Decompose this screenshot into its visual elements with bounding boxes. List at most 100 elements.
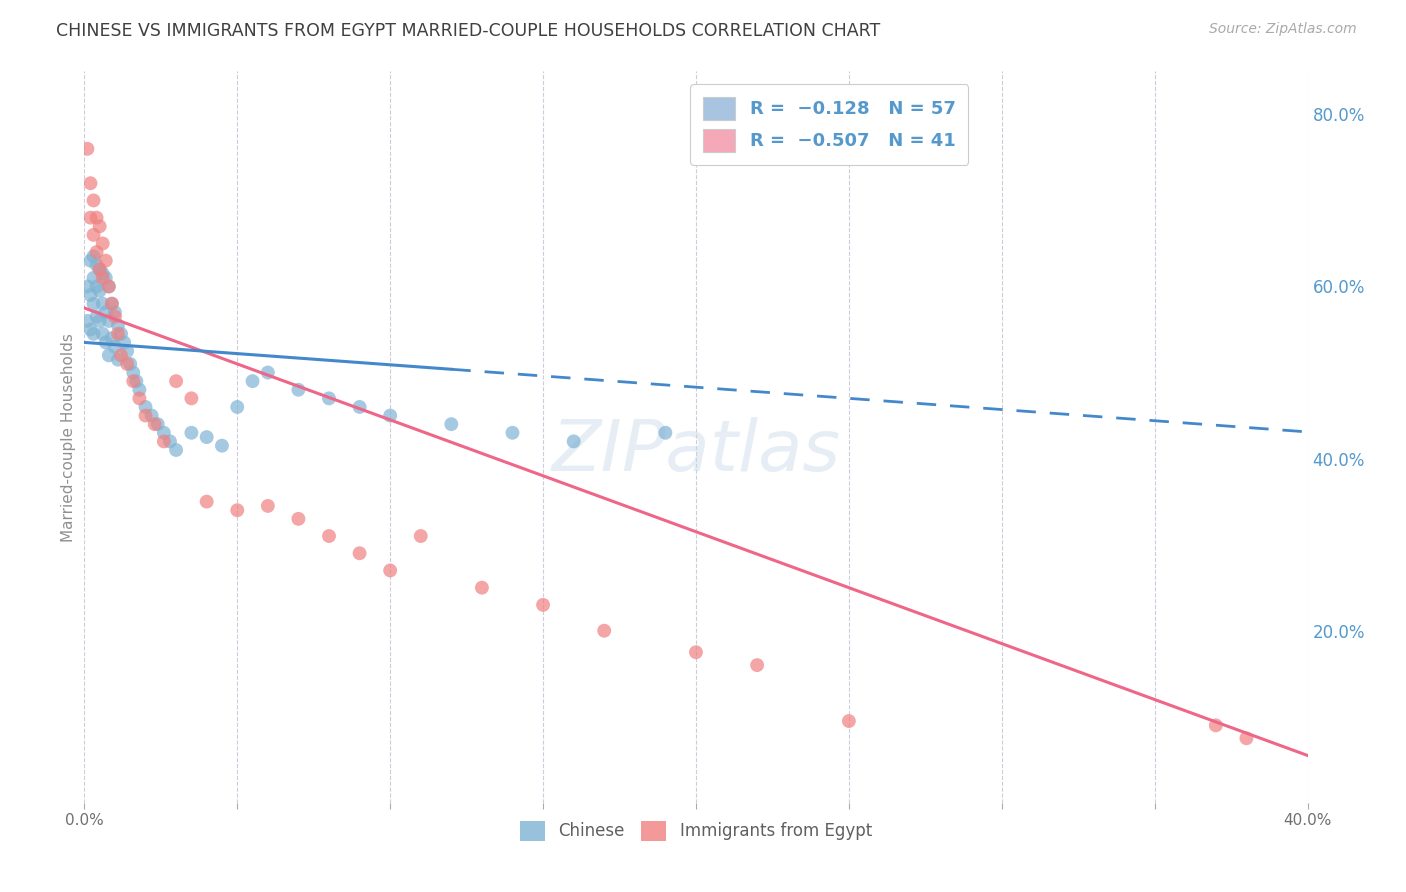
Y-axis label: Married-couple Households: Married-couple Households bbox=[60, 333, 76, 541]
Point bbox=[685, 645, 707, 659]
Point bbox=[257, 499, 280, 513]
Point bbox=[107, 318, 129, 333]
Point bbox=[83, 296, 105, 310]
Point bbox=[86, 310, 108, 324]
Point bbox=[79, 211, 101, 225]
Point bbox=[104, 310, 127, 324]
Point bbox=[110, 348, 132, 362]
Point bbox=[115, 357, 138, 371]
Point bbox=[112, 335, 135, 350]
Point bbox=[180, 425, 202, 440]
Text: CHINESE VS IMMIGRANTS FROM EGYPT MARRIED-COUPLE HOUSEHOLDS CORRELATION CHART: CHINESE VS IMMIGRANTS FROM EGYPT MARRIED… bbox=[56, 22, 880, 40]
Point bbox=[195, 494, 218, 508]
Point bbox=[89, 262, 111, 277]
Text: ZIPatlas: ZIPatlas bbox=[551, 417, 841, 486]
Point bbox=[83, 271, 105, 285]
Point bbox=[101, 331, 124, 345]
Point bbox=[531, 598, 554, 612]
Point bbox=[146, 417, 169, 432]
Point bbox=[135, 400, 157, 414]
Point bbox=[257, 366, 280, 380]
Point bbox=[125, 374, 148, 388]
Point bbox=[318, 529, 340, 543]
Point bbox=[86, 279, 108, 293]
Point bbox=[91, 236, 114, 251]
Point bbox=[141, 409, 163, 423]
Point bbox=[94, 253, 117, 268]
Point bbox=[1236, 731, 1258, 746]
Point bbox=[380, 409, 402, 423]
Point bbox=[143, 417, 166, 432]
Point bbox=[318, 392, 340, 406]
Point bbox=[107, 326, 129, 341]
Point bbox=[165, 374, 187, 388]
Point bbox=[89, 284, 111, 298]
Point bbox=[159, 434, 181, 449]
Point bbox=[380, 564, 402, 578]
Point bbox=[409, 529, 432, 543]
Point bbox=[135, 409, 157, 423]
Point bbox=[349, 400, 371, 414]
Point bbox=[211, 439, 233, 453]
Point bbox=[94, 335, 117, 350]
Point bbox=[287, 383, 309, 397]
Point bbox=[1205, 718, 1227, 732]
Point bbox=[562, 434, 585, 449]
Point bbox=[83, 194, 105, 208]
Point bbox=[115, 344, 138, 359]
Point bbox=[153, 425, 176, 440]
Point bbox=[120, 357, 142, 371]
Point bbox=[593, 624, 616, 638]
Point bbox=[104, 305, 127, 319]
Point bbox=[153, 434, 176, 449]
Point bbox=[79, 288, 101, 302]
Legend: Chinese, Immigrants from Egypt: Chinese, Immigrants from Egypt bbox=[512, 813, 880, 849]
Point bbox=[180, 392, 202, 406]
Point bbox=[83, 227, 105, 242]
Point bbox=[86, 258, 108, 272]
Point bbox=[471, 581, 494, 595]
Point bbox=[128, 392, 150, 406]
Point bbox=[76, 314, 98, 328]
Point bbox=[242, 374, 264, 388]
Point bbox=[79, 322, 101, 336]
Point bbox=[440, 417, 463, 432]
Text: Source: ZipAtlas.com: Source: ZipAtlas.com bbox=[1209, 22, 1357, 37]
Point bbox=[107, 352, 129, 367]
Point bbox=[91, 296, 114, 310]
Point bbox=[287, 512, 309, 526]
Point bbox=[195, 430, 218, 444]
Point bbox=[89, 219, 111, 234]
Point bbox=[122, 374, 145, 388]
Point bbox=[165, 442, 187, 457]
Point bbox=[94, 305, 117, 319]
Point bbox=[654, 425, 676, 440]
Point bbox=[104, 340, 127, 354]
Point bbox=[110, 326, 132, 341]
Point bbox=[76, 142, 98, 156]
Point bbox=[747, 658, 769, 673]
Point bbox=[86, 245, 108, 260]
Point bbox=[94, 271, 117, 285]
Point bbox=[97, 348, 120, 362]
Point bbox=[226, 503, 249, 517]
Point bbox=[349, 546, 371, 560]
Point bbox=[91, 326, 114, 341]
Point bbox=[86, 211, 108, 225]
Point bbox=[89, 314, 111, 328]
Point bbox=[79, 176, 101, 190]
Point bbox=[97, 279, 120, 293]
Point bbox=[76, 279, 98, 293]
Point bbox=[101, 296, 124, 310]
Point bbox=[128, 383, 150, 397]
Point bbox=[97, 279, 120, 293]
Point bbox=[97, 314, 120, 328]
Point bbox=[91, 271, 114, 285]
Point bbox=[79, 253, 101, 268]
Point bbox=[101, 296, 124, 310]
Point bbox=[226, 400, 249, 414]
Point bbox=[89, 262, 111, 277]
Point bbox=[91, 267, 114, 281]
Point bbox=[83, 249, 105, 263]
Point bbox=[838, 714, 860, 728]
